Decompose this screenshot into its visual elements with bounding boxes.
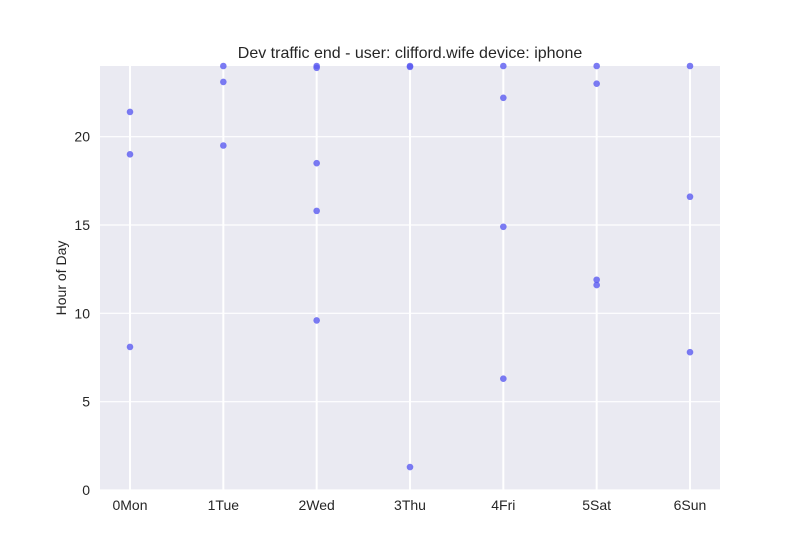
data-point bbox=[220, 142, 227, 149]
y-axis-label: Hour of Day bbox=[53, 241, 69, 316]
data-point bbox=[593, 80, 600, 87]
data-point bbox=[686, 62, 694, 70]
x-tick-label: 3Thu bbox=[394, 497, 426, 513]
data-point bbox=[500, 375, 507, 383]
data-point bbox=[686, 193, 694, 201]
data-point bbox=[686, 348, 694, 356]
y-tick-label: 5 bbox=[82, 394, 90, 410]
data-point bbox=[500, 94, 507, 102]
x-axis-ticks: 0Mon 1Tue 2Wed 3Thu 4Fri 5Sat 6Sun bbox=[112, 497, 706, 513]
y-tick-label: 20 bbox=[74, 129, 90, 145]
data-point bbox=[406, 63, 414, 71]
data-point bbox=[500, 223, 507, 231]
data-point bbox=[220, 62, 227, 70]
data-point bbox=[500, 62, 507, 70]
y-tick-label: 10 bbox=[74, 305, 90, 321]
data-point bbox=[313, 207, 320, 215]
chart-title: Dev traffic end - user: clifford.wife de… bbox=[238, 45, 583, 62]
data-point bbox=[313, 159, 320, 167]
data-points bbox=[126, 62, 694, 471]
y-axis-ticks: 0 5 10 15 20 bbox=[74, 129, 90, 498]
x-tick-label: 0Mon bbox=[112, 497, 147, 513]
x-tick-label: 6Sun bbox=[674, 497, 707, 513]
data-point bbox=[126, 108, 134, 116]
data-point bbox=[126, 151, 134, 158]
x-tick-label: 1Tue bbox=[208, 497, 240, 513]
x-tick-label: 4Fri bbox=[491, 497, 515, 513]
data-point bbox=[313, 64, 320, 72]
data-point bbox=[593, 281, 600, 289]
data-point bbox=[220, 78, 227, 86]
data-point bbox=[406, 463, 414, 471]
data-point bbox=[593, 276, 600, 284]
x-tick-label: 5Sat bbox=[582, 497, 611, 513]
data-point bbox=[593, 62, 600, 70]
data-point bbox=[313, 317, 320, 324]
x-tick-label: 2Wed bbox=[299, 497, 335, 513]
y-tick-label: 0 bbox=[82, 482, 90, 498]
y-tick-label: 15 bbox=[74, 217, 90, 233]
data-point bbox=[126, 343, 134, 351]
